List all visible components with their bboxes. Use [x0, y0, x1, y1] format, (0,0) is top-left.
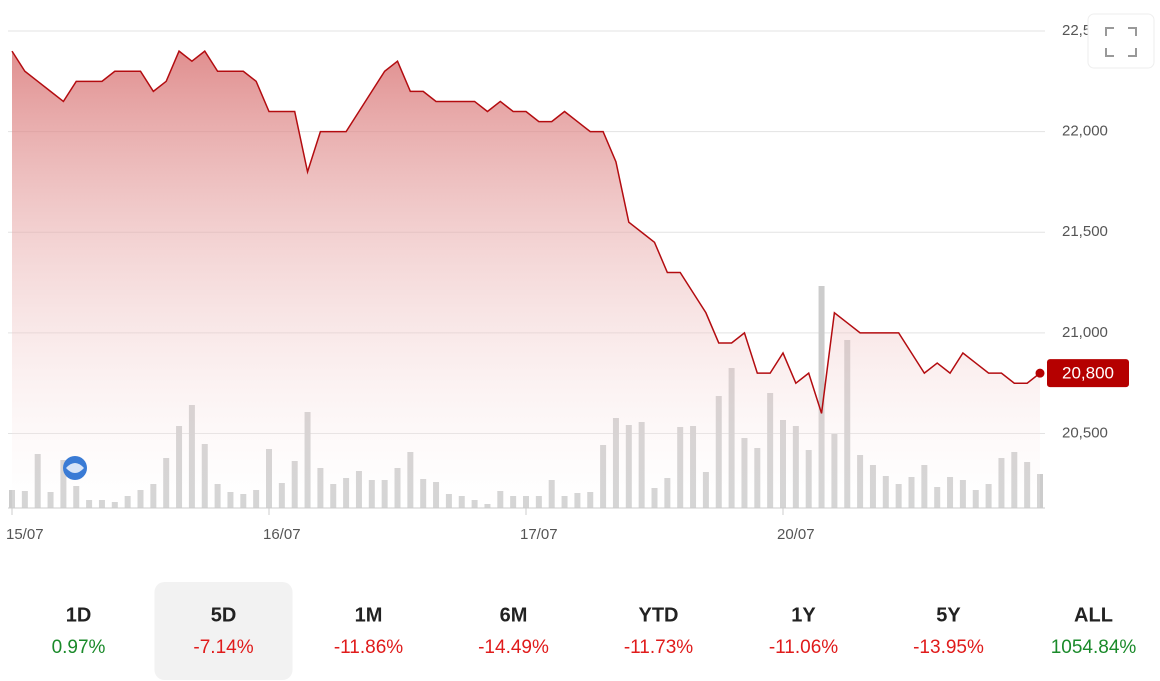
- price-area: [12, 51, 1040, 508]
- logo: [63, 456, 87, 480]
- x-tick-label: 20/07: [777, 526, 815, 543]
- period-label[interactable]: 5D: [211, 604, 237, 626]
- selected-tab-bg: [154, 582, 293, 680]
- period-change: -11.86%: [334, 637, 403, 658]
- period-change: -13.95%: [913, 637, 984, 658]
- y-tick-label: 21,500: [1062, 223, 1108, 240]
- y-tick-label: 20,500: [1062, 425, 1108, 442]
- period-label[interactable]: 1D: [66, 604, 92, 626]
- y-tick-label: 22,000: [1062, 123, 1108, 140]
- current-price-dot: [1035, 368, 1045, 378]
- x-tick-label: 17/07: [520, 526, 558, 543]
- period-label[interactable]: 1Y: [791, 604, 816, 626]
- period-label[interactable]: 6M: [500, 604, 528, 626]
- period-label[interactable]: YTD: [639, 604, 679, 626]
- period-change: 1054.84%: [1051, 637, 1137, 658]
- fullscreen-button[interactable]: [1087, 13, 1155, 69]
- x-tick-label: 16/07: [263, 526, 301, 543]
- period-tabs: 1D 0.97% 5D -7.14% 1M -11.86% 6M -14.49% YTD -11.…: [52, 582, 1137, 680]
- current-price-label: 20,800: [1062, 364, 1114, 383]
- price-line: [11, 49, 1041, 414]
- period-change: -11.06%: [769, 637, 838, 658]
- period-change: -11.73%: [624, 637, 693, 658]
- current-price-badge: [1047, 359, 1129, 388]
- period-change: 0.97%: [52, 637, 106, 658]
- period-change: -14.49%: [478, 637, 549, 658]
- period-label[interactable]: ALL: [1074, 604, 1113, 626]
- period-label[interactable]: 5Y: [936, 604, 961, 626]
- y-tick-label: 21,000: [1062, 324, 1108, 341]
- period-change: -7.14%: [193, 637, 253, 658]
- x-tick-label: 15/07: [6, 526, 44, 543]
- price-lines: 20,800: [11, 49, 1129, 508]
- period-label[interactable]: 1M: [355, 604, 383, 626]
- volume-bar: [818, 286, 825, 508]
